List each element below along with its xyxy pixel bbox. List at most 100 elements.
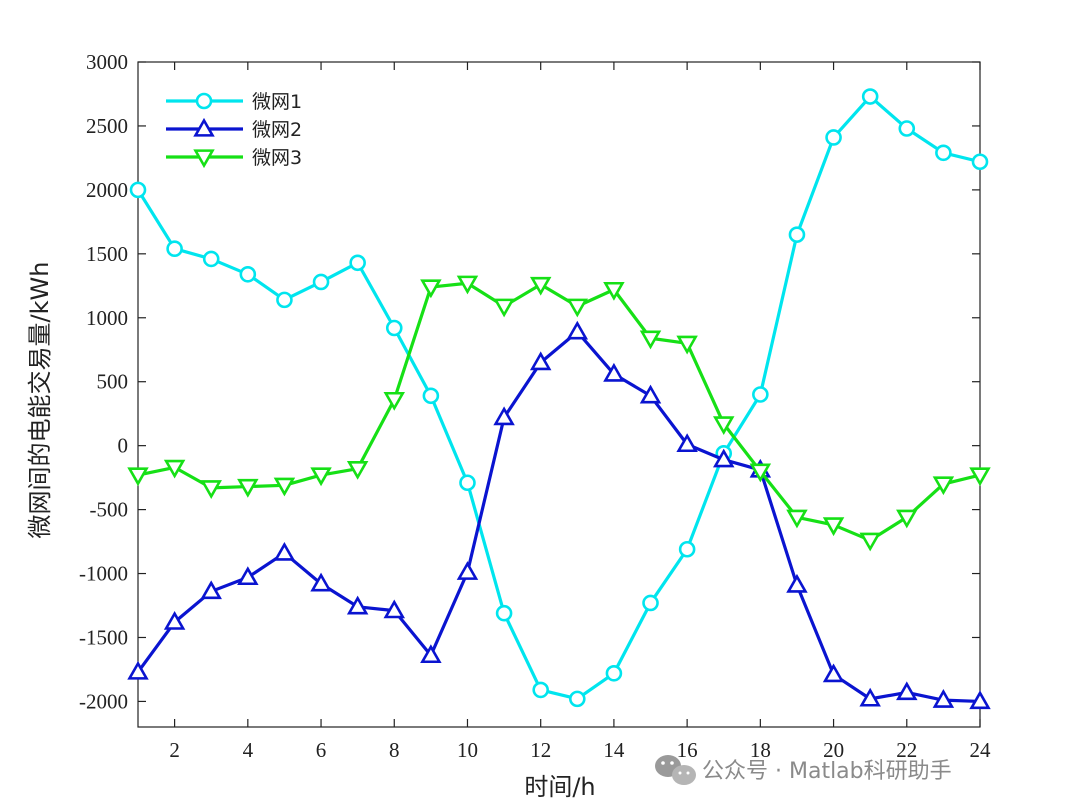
series-1-point <box>532 681 549 699</box>
y-axis-label: 微网间的电能交易量/kWh <box>26 262 54 539</box>
series-3-point <box>859 532 881 552</box>
y-tick-label: 3000 <box>86 50 128 74</box>
legend-item-1: 微网1 <box>166 91 302 113</box>
series-3-point <box>310 467 332 487</box>
series-2-point <box>163 611 186 630</box>
series-2-point <box>383 599 406 619</box>
x-axis-label: 时间/h <box>524 773 595 801</box>
series-2-point <box>200 580 222 600</box>
series-1-point <box>495 604 513 622</box>
y-axis: -2000 -1500 -1000 -500 0 500 1000 1500 2000 2500 3… <box>79 50 980 713</box>
series-3-point <box>932 476 955 496</box>
x-axis: 2 4 6 8 10 12 14 16 18 20 22 24 <box>169 62 991 762</box>
x-tick-label: 12 <box>530 738 551 762</box>
x-tick-label: 4 <box>243 738 254 762</box>
series-1-point <box>898 120 916 137</box>
series-3-point <box>603 281 625 301</box>
y-tick-label: -500 <box>90 498 129 522</box>
x-tick-label: 14 <box>603 738 625 762</box>
y-tick-label: 500 <box>97 370 129 394</box>
series-3-point <box>273 477 296 497</box>
plot-area-border <box>137 61 981 728</box>
series-1-point <box>642 594 659 612</box>
series-3-point <box>420 279 442 299</box>
legend-marker <box>193 117 215 137</box>
series-2 <box>127 320 991 710</box>
series-3-point <box>163 459 186 479</box>
series-2-point <box>603 362 625 382</box>
legend-marker <box>195 92 213 110</box>
series-2-point <box>493 406 515 426</box>
series-2-point <box>639 384 662 404</box>
legend-marker <box>193 149 215 169</box>
series-2-point <box>932 689 955 708</box>
series-1-point <box>422 387 440 405</box>
x-tick-label: 10 <box>457 738 478 762</box>
series-2-point <box>273 541 296 561</box>
series-2-point <box>420 644 442 664</box>
series-3-point <box>383 391 406 411</box>
series-2-point <box>822 663 845 683</box>
series-1-point <box>202 250 220 268</box>
series-1-point <box>385 319 403 337</box>
x-tick-label: 20 <box>823 738 844 762</box>
series-1-point <box>605 664 623 682</box>
series-2-point <box>237 566 259 586</box>
series-3-point <box>712 416 735 436</box>
y-tick-label: 2000 <box>86 178 128 202</box>
y-tick-label: -1500 <box>79 625 128 649</box>
series-1-point <box>459 474 476 492</box>
series-3-line <box>137 281 981 542</box>
series-1-point <box>276 291 293 309</box>
y-tick-label: -1000 <box>79 562 128 586</box>
series-layer <box>127 88 991 710</box>
y-tick-label: 0 <box>118 434 129 458</box>
series-3-point <box>529 276 552 296</box>
y-tick-label: 2500 <box>86 114 128 138</box>
series-2-point <box>310 572 332 592</box>
legend-item-3: 微网3 <box>166 147 302 169</box>
series-3-point <box>566 298 589 318</box>
series-2-point <box>896 681 918 701</box>
series-1-point <box>569 690 586 708</box>
series-1-point <box>166 240 183 258</box>
series-1 <box>129 88 989 708</box>
x-tick-label: 24 <box>970 738 992 762</box>
watermark: 公众号 · Matlab科研助手 <box>655 755 952 785</box>
legend-label: 微网3 <box>252 147 302 169</box>
y-tick-label: 1000 <box>86 306 128 330</box>
series-1-point <box>825 129 842 146</box>
series-3-point <box>200 480 222 499</box>
series-1-point <box>239 265 257 283</box>
series-2-point <box>712 448 735 468</box>
series-2-point <box>346 595 369 615</box>
series-2-point <box>676 433 698 453</box>
series-3-point <box>456 275 479 295</box>
series-1-point <box>861 88 879 105</box>
y-tick-label: -2000 <box>79 689 128 713</box>
series-3-point <box>127 467 149 487</box>
series-2-line <box>136 330 981 704</box>
series-2-point <box>566 320 589 340</box>
legend-label: 微网2 <box>252 119 302 141</box>
series-2-point <box>969 690 991 710</box>
x-tick-label: 2 <box>169 738 180 762</box>
x-tick-label: 8 <box>389 738 400 762</box>
series-3-point <box>346 460 369 480</box>
legend-item-2: 微网2 <box>166 117 302 141</box>
x-tick-label: 6 <box>316 738 327 762</box>
watermark-text: 公众号 · Matlab科研助手 <box>702 759 952 784</box>
series-2-point <box>127 660 149 680</box>
series-3-point <box>639 330 662 350</box>
wechat-icon <box>655 755 696 785</box>
series-3-point <box>493 298 515 318</box>
legend-label: 微网1 <box>252 91 302 113</box>
series-1-point <box>678 540 696 558</box>
series-3-point <box>969 467 991 487</box>
series-1-line <box>136 94 981 701</box>
series-3-point <box>896 509 918 529</box>
series-3-point <box>822 517 845 537</box>
legend: 微网1 微网2 微网3 <box>166 91 302 169</box>
series-1-point <box>129 181 147 199</box>
